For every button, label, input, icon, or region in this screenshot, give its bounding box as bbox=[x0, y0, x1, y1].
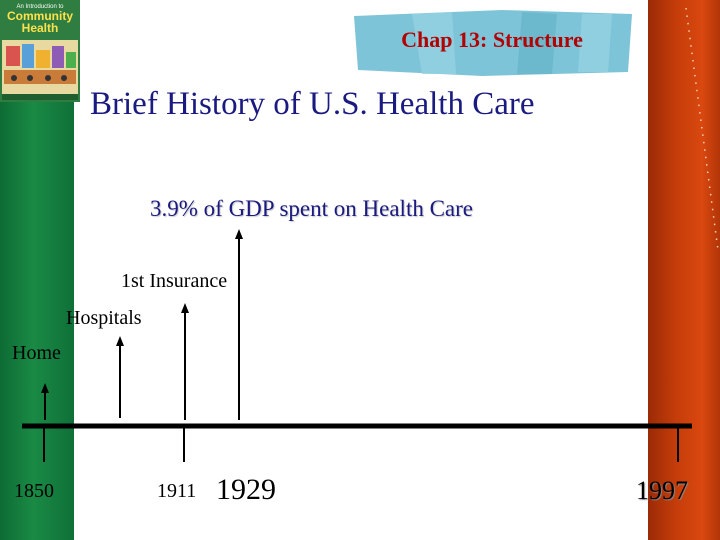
year-label-1929: 1929 bbox=[216, 473, 276, 506]
book-cover-image: An Introduction to Community Health bbox=[0, 0, 80, 102]
book-title-line1: An Introduction to bbox=[16, 4, 64, 10]
year-label-1911: 1911 bbox=[157, 480, 197, 502]
year-label-1997: 1997 bbox=[636, 476, 688, 505]
right-decorative-bar bbox=[648, 0, 720, 540]
arrow-insurance bbox=[181, 303, 189, 420]
book-title-line2: Community bbox=[7, 9, 73, 23]
event-label-insurance: 1st Insurance bbox=[121, 270, 228, 292]
year-label-1850: 1850 bbox=[14, 480, 54, 502]
book-title: An Introduction to Community Health bbox=[4, 4, 76, 34]
arrow-gdp bbox=[235, 229, 243, 420]
book-cover-illustration bbox=[0, 0, 80, 102]
event-label-gdp: 3.9% of GDP spent on Health Care bbox=[150, 196, 473, 221]
event-label-hospitals: Hospitals bbox=[66, 307, 142, 329]
event-label-home: Home bbox=[12, 342, 61, 364]
book-title-line3: Health bbox=[21, 21, 59, 35]
arrow-hospitals bbox=[116, 336, 124, 418]
slide-title: Brief History of U.S. Health Care bbox=[90, 86, 535, 122]
chapter-label: Chap 13: Structure bbox=[401, 27, 583, 52]
chapter-banner bbox=[354, 10, 632, 76]
arrow-home bbox=[41, 383, 49, 420]
